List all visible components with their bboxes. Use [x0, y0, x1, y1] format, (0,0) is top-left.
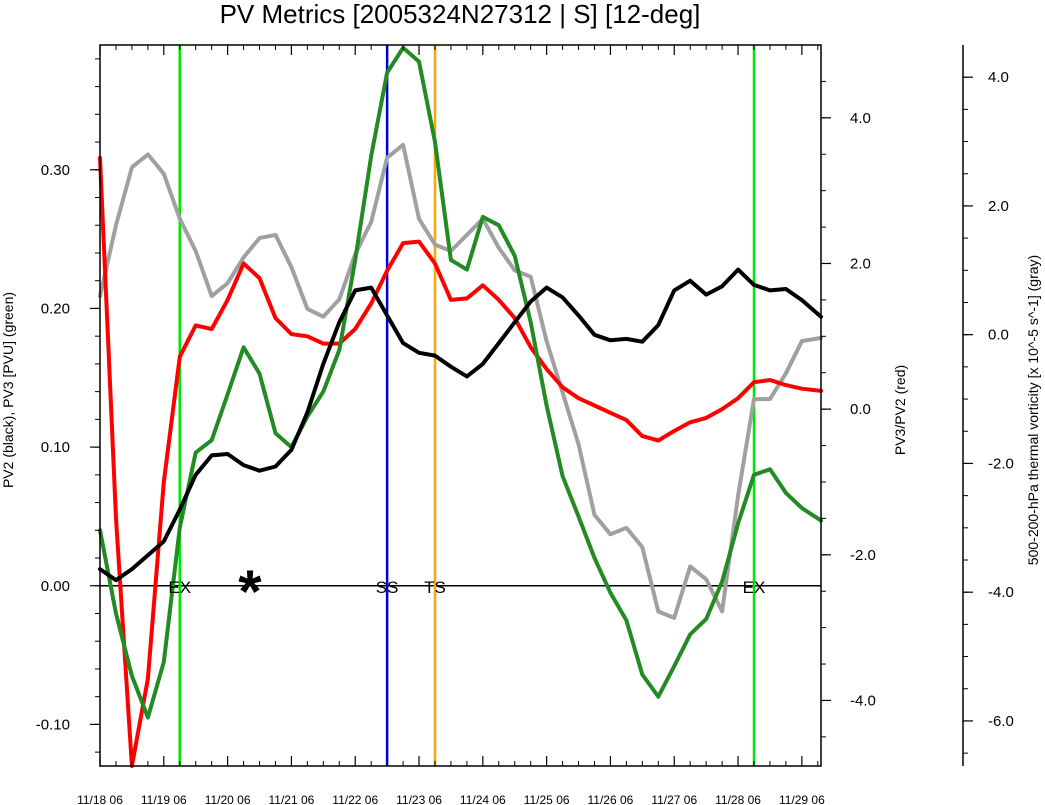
chart-title: PV Metrics [2005324N27312 | S] [12-deg]: [220, 0, 701, 29]
plot-frame: [99, 44, 822, 767]
right-tick-label: -2.0: [988, 455, 1014, 472]
event-label-1: SS: [376, 578, 399, 597]
right-tick-label: 0.0: [988, 327, 1009, 344]
x-tick-label: 11/23 06: [396, 793, 442, 805]
right-tick-label: -6.0: [988, 713, 1014, 730]
plot-area: EX SS TS EX * 11/18 06 11/19 06 11/20 06 11/21 0…: [36, 44, 1014, 805]
event-label-3: EX: [743, 578, 766, 597]
left-tick-label: 0.30: [41, 162, 70, 179]
right-axis-label: 500-200-hPa thermal vorticity [x 10^-5 s…: [1025, 255, 1041, 565]
x-tick-label: 11/18 06: [77, 793, 123, 805]
x-tick-label: 11/27 06: [651, 793, 697, 805]
mid-tick-label: -2.0: [850, 547, 876, 564]
left-axis-label: PV2 (black), PV3 [PVU] (green): [0, 292, 16, 488]
x-tick-label: 11/20 06: [205, 793, 251, 805]
event-label-0: EX: [168, 578, 191, 597]
mid-tick-label: 4.0: [850, 110, 871, 127]
mid-axis-label: PV3/PV2 (red): [892, 365, 908, 455]
pv2-series-line: [98, 267, 823, 583]
x-tick-label: 11/24 06: [460, 793, 506, 805]
pv-ratio-series-line: [98, 155, 823, 768]
x-tick-label: 11/25 06: [524, 793, 570, 805]
right-tick-label: -4.0: [988, 584, 1014, 601]
x-tick-label: 11/22 06: [332, 793, 378, 805]
mid-tick-label: 2.0: [850, 255, 871, 272]
x-tick-label: 11/28 06: [715, 793, 761, 805]
mid-tick-label: 0.0: [850, 401, 871, 418]
thermal-vorticity-series-line: [98, 142, 823, 620]
right-tick-label: 2.0: [988, 198, 1009, 215]
x-tick-label: 11/19 06: [141, 793, 187, 805]
mid-tick-label: -4.0: [850, 692, 876, 709]
left-tick-label: 0.10: [41, 439, 70, 456]
right-tick-label: 4.0: [988, 69, 1009, 86]
event-label-2: TS: [424, 578, 446, 597]
left-tick-label: 0.00: [41, 578, 70, 595]
x-tick-label: 11/26 06: [588, 793, 634, 805]
pv3-series-line: [98, 45, 823, 720]
x-tick-label: 11/21 06: [269, 793, 315, 805]
x-tick-label: 11/29 06: [779, 793, 825, 805]
storm-marker: *: [238, 558, 262, 625]
left-tick-label: 0.20: [41, 300, 70, 317]
left-tick-label: -0.10: [36, 716, 70, 733]
